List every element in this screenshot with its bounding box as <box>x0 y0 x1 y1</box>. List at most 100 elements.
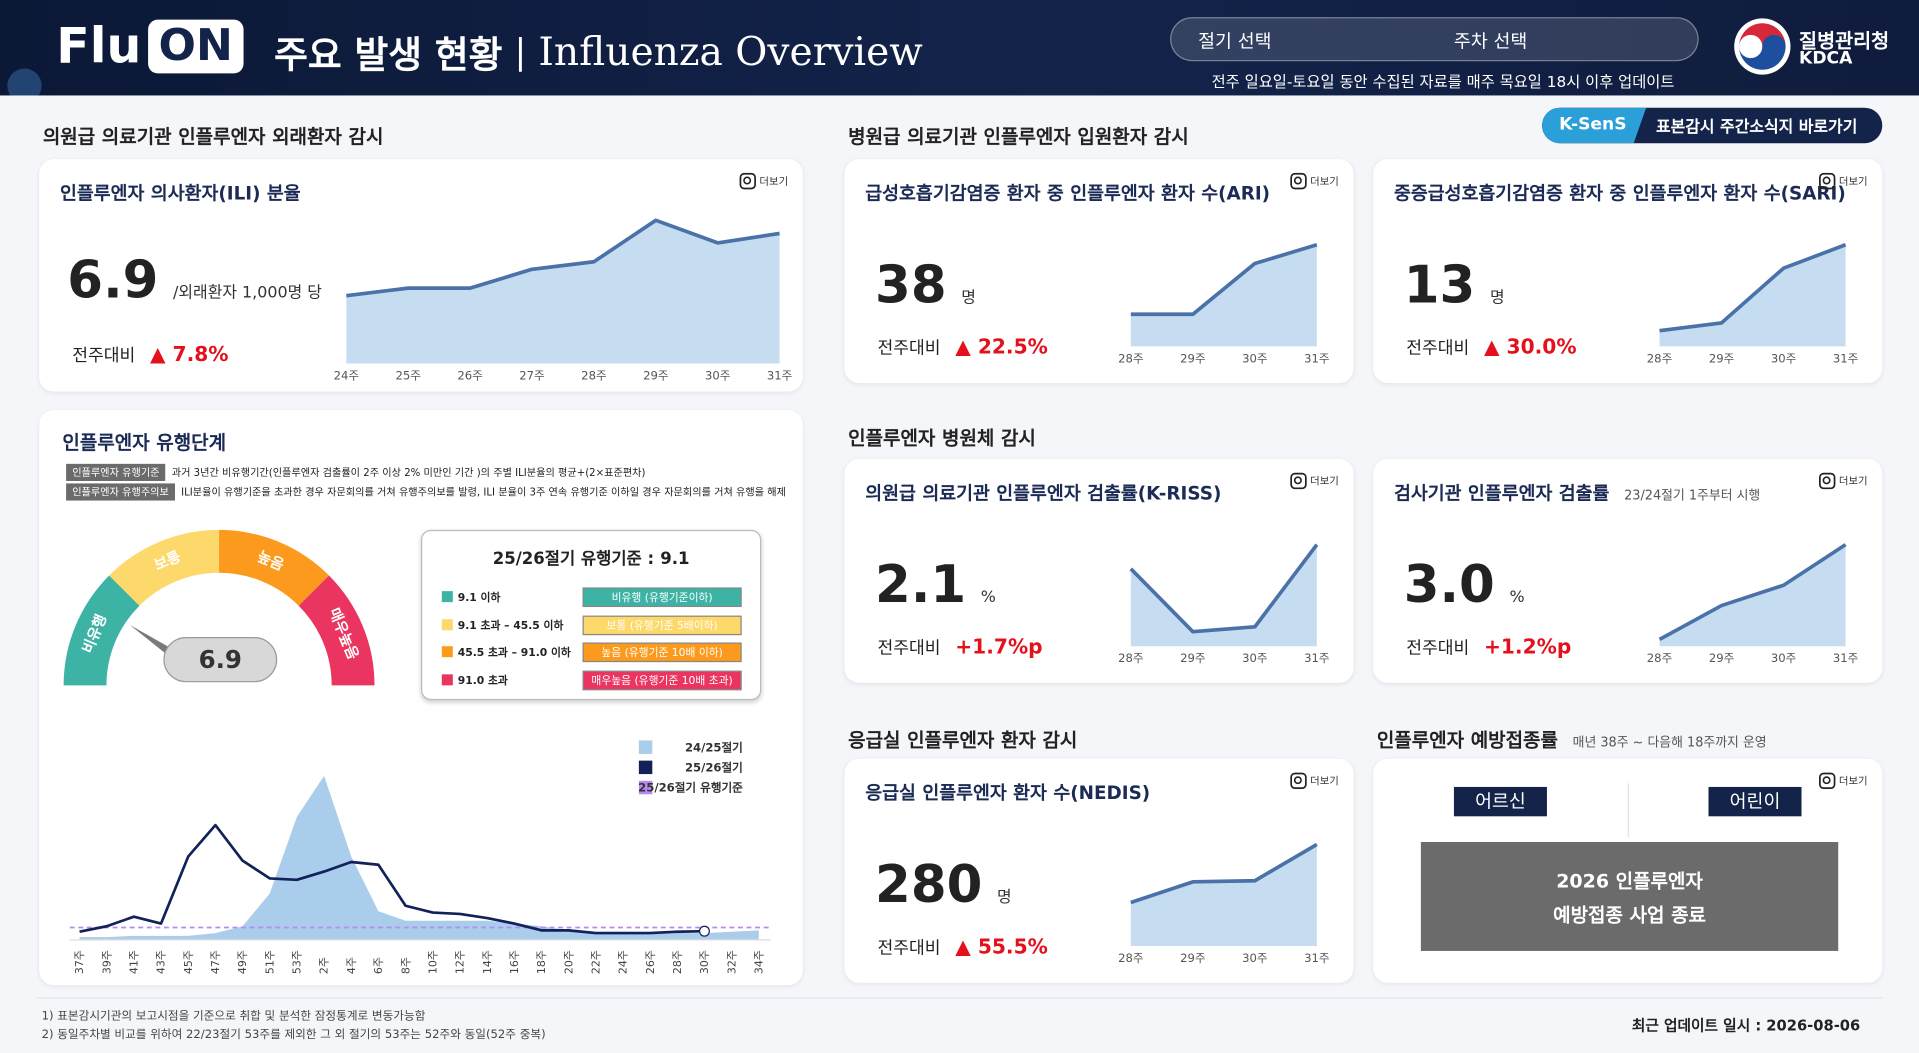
header-bar <box>0 0 1919 96</box>
x-tick-label: 28주 <box>1118 651 1144 665</box>
x-tick-label: 29주 <box>1709 651 1735 665</box>
icon-frame <box>1818 172 1835 190</box>
card-title: 의원급 의료기관 인플루엔자 검출률(K-RISS) <box>865 482 1222 505</box>
org-name-en: KDCA <box>1799 48 1853 69</box>
x-tick-label: 31주 <box>1833 651 1859 665</box>
x-tick-label: 45주 <box>182 950 195 974</box>
x-tick-label: 28주 <box>581 368 607 382</box>
x-tick-label: 24주 <box>334 368 360 382</box>
x-tick-label: 16주 <box>508 950 521 974</box>
week-select[interactable]: 주차 선택 <box>1453 30 1528 53</box>
icon-lens <box>1293 176 1302 185</box>
x-tick-label: 28주 <box>1647 651 1673 665</box>
x-tick-label: 29주 <box>1180 951 1206 965</box>
epidemic-card: 인플루엔자 유행단계 인플루엔자 유행기준 과거 3년간 비유행기간(인플루엔자 검… <box>39 409 803 986</box>
card-title: 중증급성호흡기감염증 환자 중 인플루엔자 환자 수(SARI) <box>1393 182 1846 205</box>
footer-note: 1) 표본감시기관의 보고시점을 기준으로 취합 및 분석한 잠정통계로 변동가… <box>41 1009 426 1024</box>
gauge-value: 6.9 <box>199 645 242 674</box>
more-button[interactable]: 더보기 <box>738 172 789 190</box>
level-range: 9.1 초과 – 45.5 이하 <box>457 619 564 633</box>
x-tick-label: 34주 <box>752 950 765 974</box>
definition-row: 인플루엔자 유행기준 과거 3년간 비유행기간(인플루엔자 검출률이 2주 이상 … <box>66 463 646 481</box>
tab-divider <box>1627 783 1629 838</box>
tab[interactable]: 어르신 <box>1453 786 1547 817</box>
headline-value: 38 <box>875 254 947 315</box>
level-range: 45.5 초과 – 91.0 이하 <box>457 647 571 660</box>
x-tick-label: 18주 <box>535 950 548 974</box>
gauge-segment <box>298 575 375 686</box>
logo-text: Flu <box>56 18 142 75</box>
card-title-row: 의원급 의료기관 인플루엔자 검출률(K-RISS) <box>865 480 1221 506</box>
more-icon <box>1289 172 1307 190</box>
value-row: 38 명 <box>875 259 976 310</box>
level-label: 비유행 (유행기준이하) <box>582 587 742 608</box>
area-line <box>1659 243 1847 333</box>
x-tick-label: 24주 <box>617 950 630 974</box>
footer-divider <box>36 997 1883 999</box>
legend-title: 25/26절기 유행기준 :9.1 <box>422 545 760 570</box>
legend-swatch <box>638 780 653 795</box>
x-tick-label: 41주 <box>128 950 141 974</box>
value-row: 2.1% <box>875 559 996 610</box>
level-swatch <box>441 673 453 685</box>
area-line <box>1658 543 1847 642</box>
more-label: 더보기 <box>1310 176 1339 189</box>
value-row: 6.9/외래환자 1,000명 당 <box>67 254 322 306</box>
value-unit: 명 <box>997 888 1012 907</box>
org-name: 질병관리청 <box>1799 29 1890 53</box>
icon-lens <box>1822 776 1830 785</box>
change-row: 전주대비 +1.2%p <box>1406 635 1571 659</box>
selector-pill: 절기 선택 주차 선택 <box>1170 17 1699 62</box>
value-unit: % <box>1509 588 1525 608</box>
season-select[interactable]: 절기 선택 <box>1198 30 1272 53</box>
more-label: 더보기 <box>759 176 789 189</box>
level-range: 9.1 이하 <box>457 592 501 605</box>
x-tick-label: 30주 <box>1771 651 1797 665</box>
tab[interactable]: 어린이 <box>1708 786 1802 817</box>
card-note: 23/24절기 1주부터 시행 <box>1624 488 1761 504</box>
section-heading: 의원급 의료기관 인플루엔자 외래환자 감시 <box>42 126 384 149</box>
logo: Flu ON <box>56 18 244 75</box>
more-button[interactable]: 더보기 <box>1818 172 1868 190</box>
more-button[interactable]: 더보기 <box>1289 172 1339 190</box>
definition-text: 과거 3년간 비유행기간(인플루엔자 검출률이 2주 이상 2% 미만인 기간 … <box>171 466 646 479</box>
card-title-row: 중증급성호흡기감염증 환자 중 인플루엔자 환자 수(SARI) <box>1394 180 1846 206</box>
card-title-row: 인플루엔자 의사환자(ILI) 분율 <box>60 180 301 206</box>
change-row: 전주대비 ▲ 30.0% <box>1406 335 1576 359</box>
change-value: ▲ 22.5% <box>955 335 1048 359</box>
section-heading: 인플루엔자 예방접종률 <box>1376 729 1558 752</box>
headline-value: 280 <box>875 854 983 915</box>
section-note: 매년 38주 ~ 다음해 18주까지 운영 <box>1572 735 1767 751</box>
x-tick-label: 12주 <box>454 950 467 974</box>
footer-note: 2) 동일주차별 비교를 위하여 22/23절기 53주를 제외한 그 외 절기… <box>41 1028 546 1042</box>
x-tick-label: 10주 <box>426 950 439 974</box>
k-sens-link[interactable]: K-SenS 표본감시 주간소식지 바로가기 <box>1542 107 1883 144</box>
value-row: 3.0% <box>1404 559 1525 610</box>
threshold-label: 25/26절기 유행기준 : <box>492 549 655 570</box>
icon-frame <box>1289 472 1307 490</box>
definition-row: 인플루엔자 유행주의보 ILI분율이 유행기준을 초과한 경우 자문회의를 거쳐 … <box>66 483 786 501</box>
x-tick-label: 31주 <box>1304 951 1330 965</box>
x-tick-label: 30주 <box>1242 651 1268 665</box>
x-tick-label: 26주 <box>457 368 483 382</box>
more-icon <box>1818 772 1835 790</box>
x-tick-label: 27주 <box>519 368 545 382</box>
x-tick-label: 22주 <box>589 950 602 974</box>
x-tick-label: 31주 <box>1304 351 1330 365</box>
more-button[interactable]: 더보기 <box>1818 472 1868 490</box>
more-button[interactable]: 더보기 <box>1818 772 1868 790</box>
trend-chart: 28주 29주 30주 31주 <box>1118 842 1330 965</box>
change-label: 전주대비 <box>877 938 941 959</box>
more-button[interactable]: 더보기 <box>1289 472 1339 490</box>
trend-chart: 28주 29주 30주 31주 <box>1118 243 1330 365</box>
x-tick-label: 39주 <box>100 950 113 974</box>
more-button[interactable]: 더보기 <box>1289 772 1339 790</box>
section-heading-row: 인플루엔자 예방접종률 매년 38주 ~ 다음해 18주까지 운영 <box>1377 726 1767 753</box>
section-heading: 병원급 의료기관 인플루엔자 입원환자 감시 <box>848 126 1189 149</box>
more-icon <box>1289 472 1307 490</box>
change-value: ▲ 7.8% <box>149 342 229 366</box>
change-label: 전주대비 <box>72 346 136 366</box>
virus-decor <box>7 68 42 96</box>
x-tick-label: 31주 <box>767 368 793 382</box>
gauge-value-bubble <box>163 637 278 683</box>
